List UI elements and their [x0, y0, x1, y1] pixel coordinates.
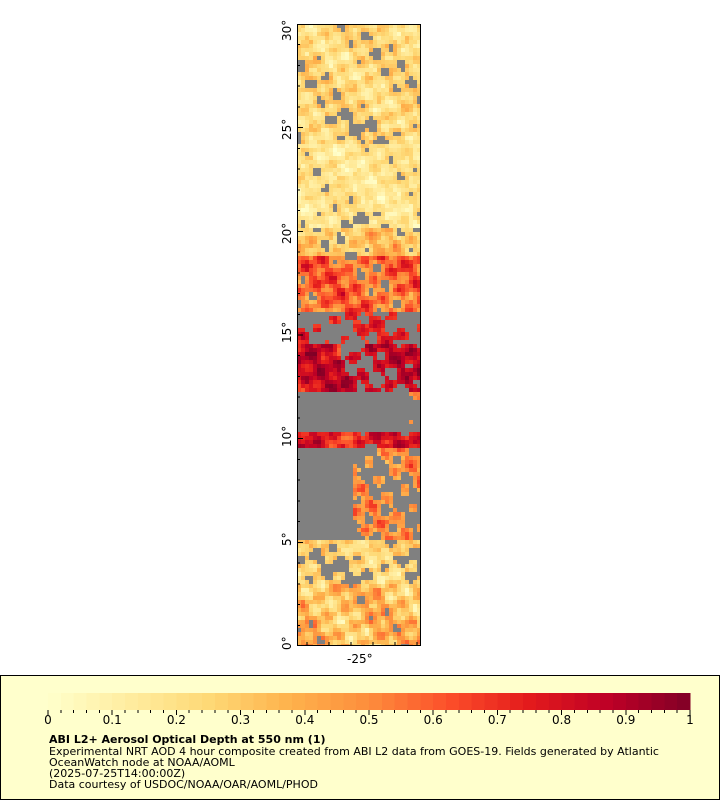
colorbar-segment: [677, 693, 691, 710]
colorbar-segment: [471, 693, 486, 710]
legend-timestamp: (2025-07-25T14:00:00Z): [49, 767, 186, 780]
colorbar-segment: [510, 693, 524, 710]
colorbar-segment: [497, 693, 511, 710]
legend-description-cont: OceanWatch node at NOAA/AOML: [49, 756, 235, 769]
lon-tick-minus25: -25°: [347, 652, 373, 666]
colorbar-segment: [446, 693, 460, 710]
colorbar-segment: [60, 693, 75, 710]
colorbar-label: 0.1: [102, 713, 122, 727]
colorbar-label: 0: [44, 713, 52, 727]
legend-description: Experimental NRT AOD 4 hour composite cr…: [49, 745, 659, 758]
colorbar-segment: [279, 693, 293, 710]
colorbar-segment: [484, 693, 498, 710]
colorbar-segment: [356, 693, 370, 710]
lat-tick-25: 25°: [280, 118, 294, 140]
colorbar-segment: [317, 693, 332, 710]
aod-map: [297, 24, 421, 646]
colorbar-segment: [535, 693, 550, 710]
colorbar-segment: [394, 693, 409, 710]
colorbar-label: 0.2: [166, 713, 186, 727]
lat-tick-0: 0°: [280, 636, 294, 650]
colorbar-segment: [163, 693, 177, 710]
colorbar-segment: [253, 693, 267, 710]
colorbar-segment: [137, 693, 152, 710]
colorbar-label: 0.3: [231, 713, 251, 727]
lat-tick-10: 10°: [280, 425, 294, 447]
colorbar-segment: [112, 693, 126, 710]
colorbar-segment: [48, 693, 62, 710]
colorbar-segment: [214, 693, 229, 710]
colorbar-segment: [587, 693, 601, 710]
lat-tick-30: 30°: [280, 19, 294, 41]
lat-tick-5: 5°: [280, 532, 294, 546]
colorbar-label: 0.5: [359, 713, 379, 727]
legend-panel: 0 0.1 0.2 0.3 0.4 0.5 0.6 0.7 0.8 0.9 1 ABI L2+ Ae…: [0, 675, 720, 800]
colorbar-segment: [304, 693, 319, 710]
colorbar-label: 0.4: [295, 713, 315, 727]
colorbar-segment: [458, 693, 473, 710]
colorbar-segment: [291, 693, 306, 710]
colorbar-segment: [202, 693, 216, 710]
colorbar-segment: [266, 693, 280, 710]
colorbar-segment: [176, 693, 190, 710]
colorbar-segment: [381, 693, 396, 710]
colorbar-segment: [433, 693, 447, 710]
colorbar-label: 0.6: [423, 713, 443, 727]
colorbar-segment: [343, 693, 357, 710]
colorbar-segment: [574, 693, 588, 710]
colorbar-segment: [99, 693, 113, 710]
colorbar-label: 1: [686, 713, 694, 727]
lat-tick-15: 15°: [280, 321, 294, 343]
colorbar-segment: [407, 693, 421, 710]
colorbar-segment: [420, 693, 434, 710]
colorbar-segment: [369, 693, 383, 710]
colorbar-segment: [612, 693, 627, 710]
colorbar-segment: [625, 693, 640, 710]
legend-credit: Data courtesy of USDOC/NOAA/OAR/AOML/PHO…: [49, 778, 318, 791]
colorbar-segment: [150, 693, 165, 710]
colorbar-segment: [125, 693, 139, 710]
colorbar-segment: [548, 693, 563, 710]
colorbar-label: 0.9: [616, 713, 636, 727]
colorbar-segment: [561, 693, 576, 710]
colorbar-segment: [189, 693, 203, 710]
colorbar-segment: [651, 693, 665, 710]
colorbar-segment: [330, 693, 344, 710]
colorbar-segment: [86, 693, 100, 710]
colorbar-segment: [240, 693, 255, 710]
colorbar-segment: [664, 693, 678, 710]
colorbar-label: 0.7: [487, 713, 507, 727]
legend-title: ABI L2+ Aerosol Optical Depth at 550 nm …: [49, 733, 326, 746]
colorbar: [47, 693, 691, 715]
aod-map-image: [297, 24, 421, 646]
colorbar-segment: [73, 693, 88, 710]
colorbar-segment: [523, 693, 537, 710]
colorbar-segment: [638, 693, 653, 710]
lat-tick-20: 20°: [280, 222, 294, 244]
colorbar-segment: [227, 693, 242, 710]
colorbar-label: 0.8: [552, 713, 572, 727]
colorbar-segment: [600, 693, 614, 710]
